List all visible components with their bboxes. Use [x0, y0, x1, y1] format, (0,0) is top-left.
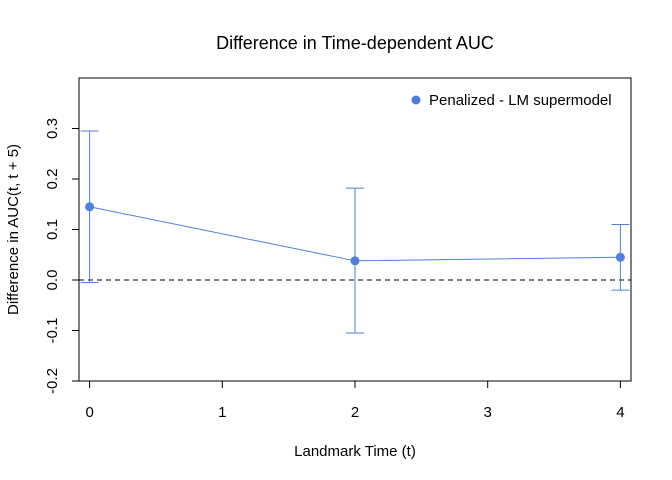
legend-marker [411, 95, 421, 105]
y-tick-label: 0.1 [44, 219, 61, 240]
y-axis: -0.2 -0.1 0.0 0.1 0.2 0.3 [44, 118, 80, 394]
y-tick-label: 0.0 [44, 270, 61, 291]
y-tick-label: 0.3 [44, 118, 61, 139]
data-point [85, 202, 95, 212]
x-tick-label: 1 [218, 404, 226, 421]
y-tick-label: 0.2 [44, 169, 61, 190]
y-tick-label: -0.2 [44, 368, 61, 394]
data-point [615, 252, 625, 262]
x-tick-label: 4 [616, 404, 624, 421]
legend: Penalized - LM supermodel [411, 92, 612, 109]
y-tick-label: -0.1 [44, 318, 61, 344]
x-tick-label: 2 [351, 404, 359, 421]
series-layer [80, 130, 630, 334]
x-tick-label: 3 [484, 404, 492, 421]
x-tick-label: 0 [85, 404, 93, 421]
x-axis-label: Landmark Time (t) [294, 443, 416, 460]
x-axis: 0 1 2 3 4 [85, 380, 625, 421]
legend-label: Penalized - LM supermodel [429, 92, 612, 109]
chart-title: Difference in Time-dependent AUC [216, 33, 494, 53]
data-point [350, 256, 360, 266]
y-axis-label: Difference in AUC(t, t + 5) [5, 144, 22, 315]
